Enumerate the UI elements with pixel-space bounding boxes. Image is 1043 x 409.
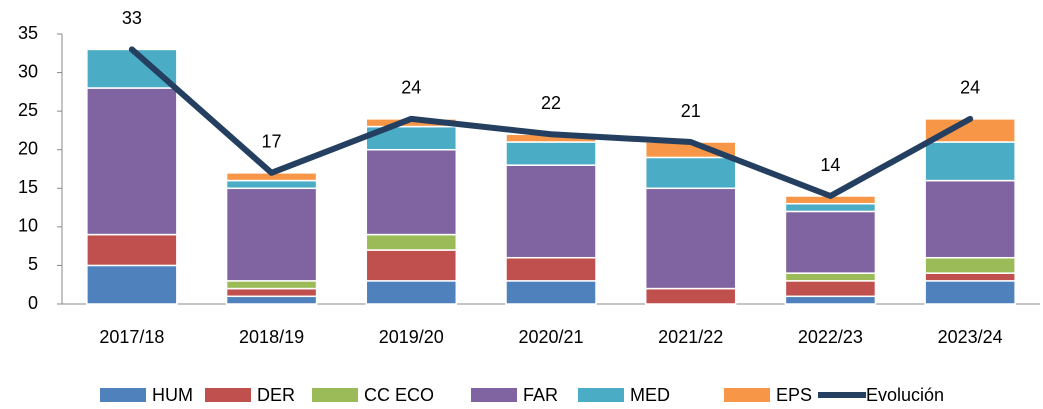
legend-label: HUM <box>152 385 193 405</box>
bar-segment <box>505 280 597 305</box>
legend-swatch <box>724 388 770 402</box>
y-tick-label: 20 <box>18 138 38 158</box>
bar-segment <box>365 249 458 282</box>
legend-swatch <box>205 388 251 402</box>
bar-segment <box>365 148 458 236</box>
legend-swatch <box>100 388 146 402</box>
bar-segment <box>784 210 877 274</box>
data-label: 24 <box>401 78 421 98</box>
legend-swatch <box>471 388 517 402</box>
bar-segment <box>365 280 458 305</box>
bar-segment <box>924 141 1016 182</box>
y-tick-label: 5 <box>28 254 38 274</box>
y-tick-label: 25 <box>18 100 38 120</box>
data-label: 21 <box>681 101 701 121</box>
bar-segment <box>784 272 877 282</box>
bar-segment <box>644 156 737 190</box>
bar-segment <box>924 272 1016 282</box>
data-label: 14 <box>820 155 840 175</box>
bar-segment <box>644 187 737 290</box>
bar-segment <box>365 233 458 251</box>
legend-label: FAR <box>523 385 558 405</box>
legend-label: CC ECO <box>364 385 434 405</box>
bar-segment <box>225 295 318 305</box>
bar-segment <box>644 287 737 305</box>
y-tick-label: 30 <box>18 61 38 81</box>
y-tick-label: 35 <box>18 23 38 43</box>
data-label: 17 <box>262 132 282 152</box>
bar-segment <box>924 179 1016 259</box>
x-tick-label: 2018/19 <box>239 327 304 347</box>
legend-label: DER <box>257 385 295 405</box>
bar-segment <box>86 87 178 236</box>
x-tick-label: 2020/21 <box>518 327 583 347</box>
x-tick-label: 2017/18 <box>99 327 164 347</box>
bar-segment <box>924 280 1016 305</box>
data-label: 22 <box>541 93 561 113</box>
line <box>128 46 974 199</box>
legend-swatch <box>312 388 358 402</box>
bar-segment <box>784 202 877 213</box>
y-tick-label: 15 <box>18 177 38 197</box>
bar-segment <box>86 48 178 89</box>
legend-label: Evolución <box>866 385 944 405</box>
bar-segment <box>225 179 318 190</box>
bar-segment <box>225 280 318 290</box>
x-tick-label: 2022/23 <box>798 327 863 347</box>
bar-segment <box>225 187 318 282</box>
x-tick-label: 2021/22 <box>658 327 723 347</box>
bar-segment <box>505 141 597 166</box>
bar-segment <box>86 233 178 267</box>
bar-segment <box>225 287 318 298</box>
x-tick-label: 2019/20 <box>379 327 444 347</box>
x-tick-label: 2023/24 <box>938 327 1003 347</box>
legend-swatch <box>578 388 624 402</box>
bar-segment <box>505 164 597 259</box>
y-tick-label: 0 <box>28 293 38 313</box>
bar-segment <box>924 256 1016 274</box>
data-label: 24 <box>960 78 980 98</box>
bar-segment <box>784 280 877 298</box>
bar-segment <box>505 256 597 282</box>
y-tick-label: 10 <box>18 216 38 236</box>
bar-segment <box>784 295 877 305</box>
data-label: 33 <box>122 8 142 28</box>
legend-label: EPS <box>776 385 812 405</box>
bar-segment <box>86 264 178 305</box>
legend-label: MED <box>630 385 670 405</box>
